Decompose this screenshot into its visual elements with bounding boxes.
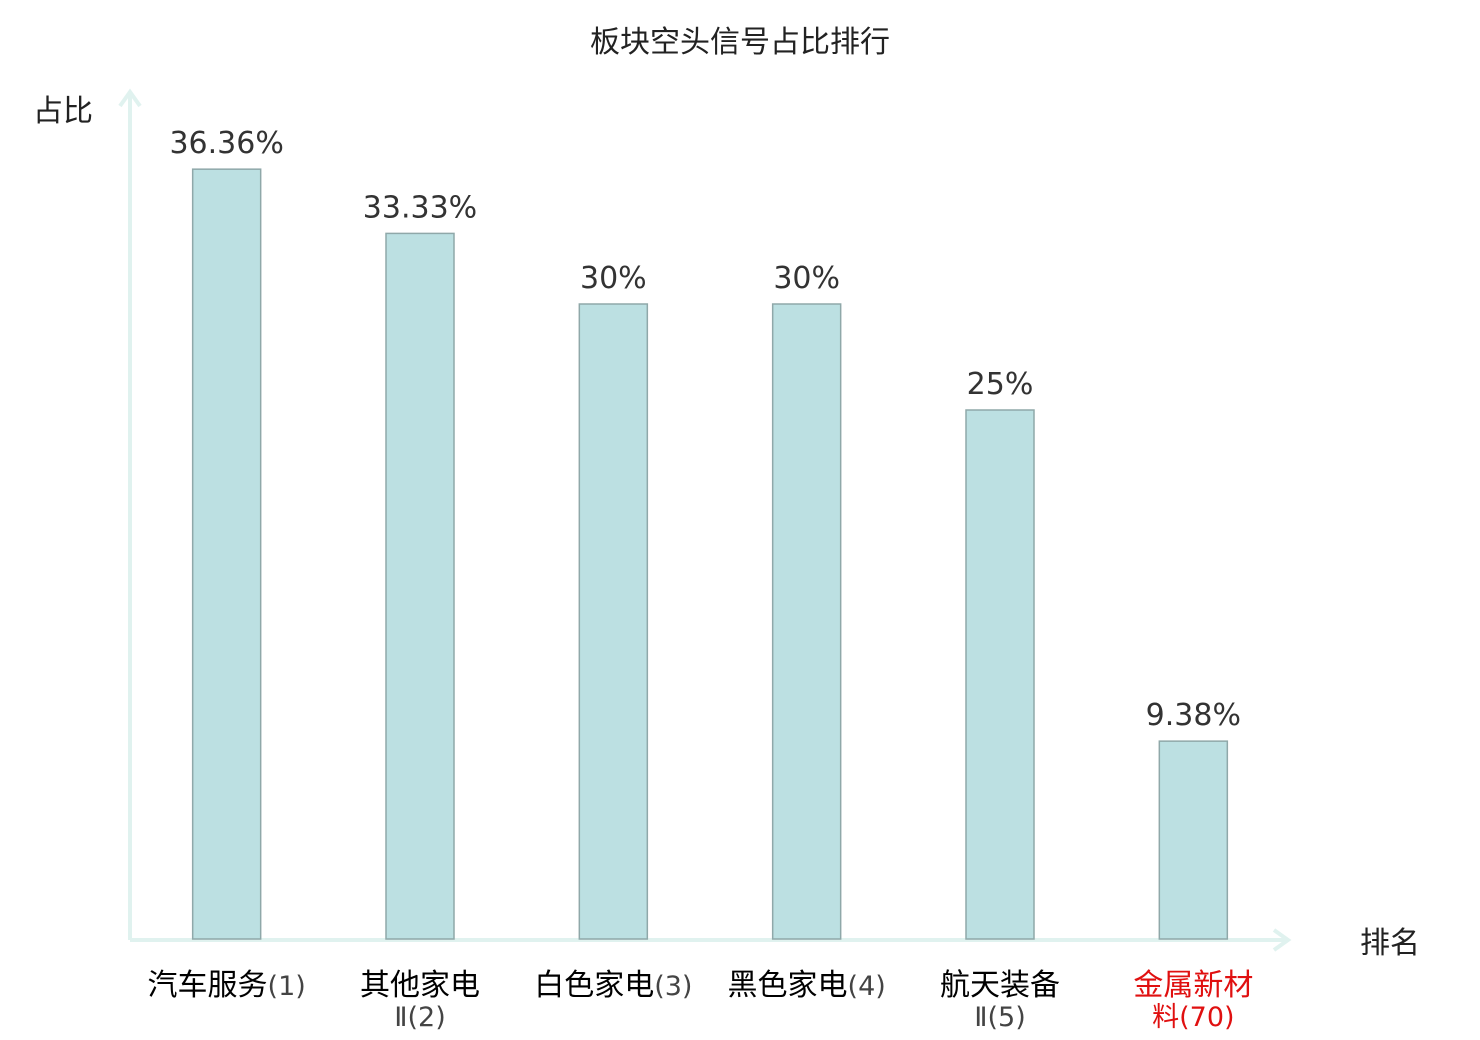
value-labels-group: 36.36% 33.33% 30% 30% 25% 9.38% — [169, 126, 1241, 733]
x-tick-label-6: 金属新材 — [1133, 968, 1253, 1003]
value-label-2: 33.33% — [363, 190, 477, 225]
x-tick-label-2: 其他家电 — [360, 968, 480, 1003]
x-tick-label-1: 汽车服务(1) — [148, 968, 306, 1003]
x-tick-label-line2-2: Ⅱ(2) — [394, 1002, 446, 1033]
chart-title: 板块空头信号占比排行 — [590, 25, 890, 60]
value-label-1: 36.36% — [169, 126, 283, 161]
x-tick-label-4: 黑色家电(4) — [728, 968, 886, 1003]
y-axis-arrow — [118, 88, 142, 108]
bar-4 — [771, 303, 842, 940]
x-tick-rank-4: (4) — [848, 971, 886, 1002]
value-label-3: 30% — [580, 261, 647, 296]
value-label-6: 9.38% — [1146, 698, 1241, 733]
x-axis-arrow — [1272, 928, 1292, 952]
x-tick-label-3: 白色家电(3) — [534, 968, 692, 1003]
bars-group — [191, 168, 1229, 940]
bar-1 — [191, 168, 262, 940]
y-axis-label: 占比 — [33, 94, 93, 129]
value-label-4: 30% — [773, 261, 840, 296]
x-tick-rank-3: (3) — [654, 971, 692, 1002]
bar-5 — [965, 409, 1035, 940]
bar-3 — [578, 303, 649, 940]
x-axis-label: 排名 — [1360, 926, 1420, 961]
value-label-5: 25% — [967, 367, 1034, 402]
x-tick-rank-1: (1) — [268, 971, 306, 1002]
x-tick-label-line2-5: Ⅱ(5) — [974, 1002, 1026, 1033]
x-tick-label-line2-6: 料(70) — [1152, 1002, 1234, 1033]
bar-2 — [385, 232, 455, 940]
bar-6 — [1158, 740, 1229, 940]
x-tick-label-5: 航天装备 — [940, 968, 1060, 1003]
